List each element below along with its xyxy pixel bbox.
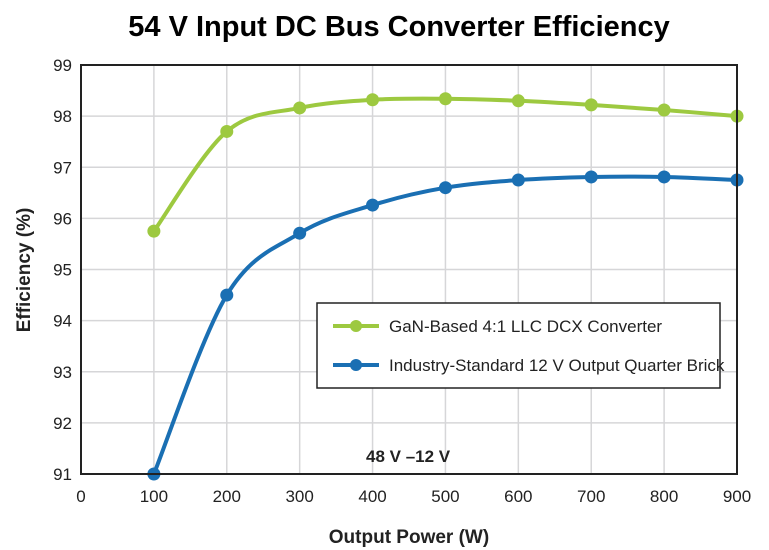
data-point-1 [366, 198, 380, 212]
legend-label-gan: GaN-Based 4:1 LLC DCX Converter [389, 317, 662, 336]
x-tick-label: 100 [140, 487, 168, 506]
data-point-0 [511, 94, 525, 108]
data-point-0 [220, 124, 234, 138]
x-tick-label: 700 [577, 487, 605, 506]
data-point-1 [511, 173, 525, 187]
y-ticks: 91 92 93 94 95 96 97 98 99 [53, 56, 72, 484]
x-tick-label: 400 [358, 487, 386, 506]
x-tick-label: 900 [723, 487, 751, 506]
chart-title: 54 V Input DC Bus Converter Efficiency [128, 11, 669, 43]
y-tick-label: 96 [53, 209, 72, 228]
y-axis-label: Efficiency (%) [14, 208, 35, 333]
data-point-0 [293, 101, 307, 115]
x-tick-label: 300 [285, 487, 313, 506]
legend: GaN-Based 4:1 LLC DCX Converter Industry… [316, 302, 725, 389]
x-tick-label: 600 [504, 487, 532, 506]
x-axis-label: Output Power (W) [329, 527, 489, 548]
data-point-1 [293, 226, 307, 240]
legend-marker-brick [350, 359, 362, 371]
x-tick-label: 0 [76, 487, 85, 506]
data-point-0 [366, 93, 380, 107]
x-tick-label: 500 [431, 487, 459, 506]
data-point-1 [584, 170, 598, 184]
y-tick-label: 91 [53, 465, 72, 484]
series-layer [147, 92, 744, 481]
y-tick-label: 93 [53, 363, 72, 382]
legend-box [316, 302, 721, 389]
grid [80, 64, 738, 475]
data-point-1 [438, 181, 452, 195]
data-point-1 [220, 288, 234, 302]
data-point-0 [584, 98, 598, 112]
legend-label-brick: Industry-Standard 12 V Output Quarter Br… [389, 356, 725, 375]
x-ticks: 0 100 200 300 400 500 600 700 800 900 [76, 487, 751, 506]
data-point-1 [657, 170, 671, 184]
x-tick-label: 200 [213, 487, 241, 506]
x-tick-label: 800 [650, 487, 678, 506]
data-point-0 [657, 103, 671, 117]
data-point-0 [438, 92, 452, 106]
y-tick-label: 97 [53, 158, 72, 177]
y-tick-label: 99 [53, 56, 72, 75]
data-point-0 [147, 224, 161, 238]
y-tick-label: 98 [53, 107, 72, 126]
voltage-annotation: 48 V –12 V [366, 447, 451, 466]
y-tick-label: 95 [53, 261, 72, 280]
y-tick-label: 94 [53, 312, 72, 331]
plot-frame [80, 64, 738, 475]
legend-marker-gan [350, 320, 362, 332]
y-tick-label: 92 [53, 414, 72, 433]
